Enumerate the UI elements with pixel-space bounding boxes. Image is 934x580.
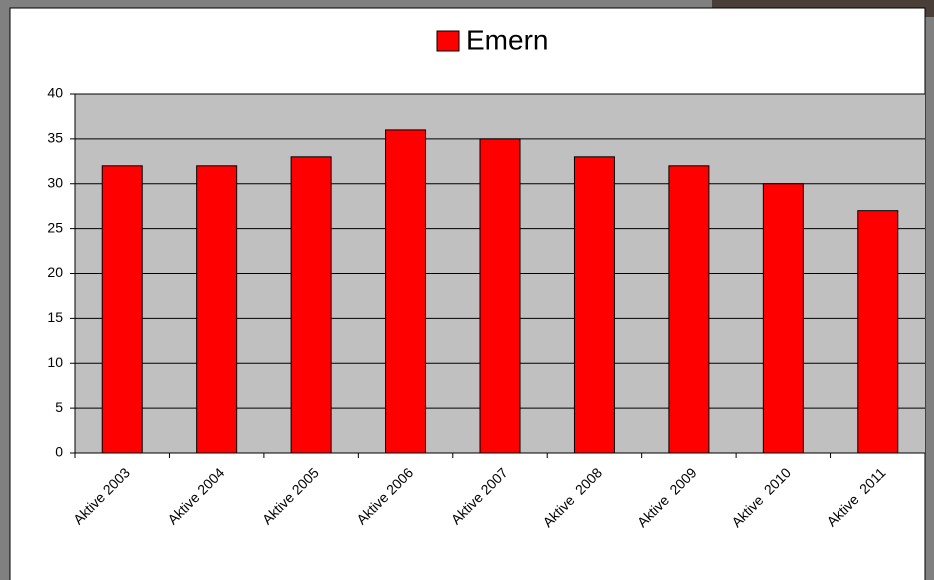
bar [385,129,427,454]
y-tick-label: 30 [47,174,63,190]
bar [573,156,615,454]
y-tick-label: 15 [47,309,63,325]
legend-swatch [436,30,460,52]
bar [668,165,710,454]
y-tick-label: 0 [55,444,63,460]
y-tick-label: 35 [47,130,63,146]
bar [857,210,899,454]
y-tick-label: 40 [47,85,63,101]
bar [479,138,521,454]
bar [762,183,804,454]
y-tick-label: 20 [47,264,63,280]
legend-label: Emern [466,24,548,55]
y-tick-label: 10 [47,354,63,370]
bar [196,165,238,454]
y-tick-label: 25 [47,219,63,235]
y-tick-label: 5 [55,399,63,415]
bar [290,156,332,454]
bar [101,165,143,454]
